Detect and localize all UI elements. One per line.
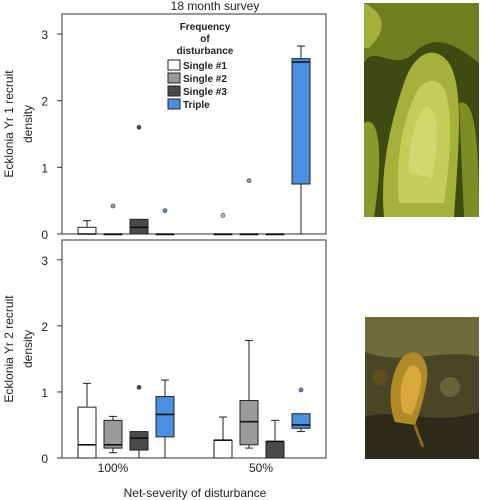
box-body bbox=[77, 226, 97, 235]
y-tick-label: 2 bbox=[41, 320, 48, 334]
box-triple-50pct bbox=[291, 45, 311, 235]
outlier-point bbox=[298, 387, 304, 393]
x-axis-label: Net-severity of disturbance bbox=[124, 486, 267, 500]
box-body bbox=[155, 396, 175, 438]
box-body bbox=[213, 439, 233, 459]
outlier-point bbox=[136, 385, 142, 390]
box-single-3-50pct bbox=[265, 419, 285, 459]
box-body bbox=[291, 413, 311, 429]
box-body bbox=[129, 431, 149, 451]
box-triple-100pct bbox=[155, 208, 175, 236]
y-tick-label: 1 bbox=[41, 386, 48, 400]
legend-label: Single #3 bbox=[183, 87, 227, 98]
y-axis-label-line: Ecklonia Yr 1 recruit bbox=[2, 70, 16, 178]
legend-swatch bbox=[167, 59, 181, 71]
box-single-3-100pct bbox=[129, 125, 149, 235]
outlier-point bbox=[162, 208, 168, 213]
box-single-3-100pct bbox=[129, 385, 149, 459]
box-body bbox=[239, 400, 259, 446]
kelp-frond-photo-image bbox=[364, 3, 479, 217]
y-tick-label: 3 bbox=[41, 254, 48, 268]
kelp-frond-photo bbox=[364, 3, 479, 217]
box-single-2-100pct bbox=[103, 415, 123, 454]
box-triple-100pct bbox=[155, 379, 175, 459]
plot-frame bbox=[61, 13, 327, 235]
legend-label: Single #1 bbox=[183, 61, 227, 72]
y-tick-label: 3 bbox=[41, 28, 48, 42]
chart-title: 18 month survey bbox=[171, 0, 260, 13]
box-triple-50pct bbox=[291, 387, 311, 433]
legend-label: Triple bbox=[183, 100, 210, 111]
y-axis-label-line: Ecklonia Yr 2 recruit bbox=[2, 295, 16, 403]
x-tick-label: 50% bbox=[249, 461, 273, 475]
y-axis-label-line: density bbox=[21, 105, 35, 143]
legend-swatch bbox=[167, 85, 181, 97]
box-body bbox=[77, 406, 97, 459]
box-single-2-100pct bbox=[103, 203, 123, 236]
legend-entry-single-3: Single #3 bbox=[167, 85, 227, 98]
outlier-point bbox=[110, 203, 116, 209]
box-single-1-50pct bbox=[213, 213, 233, 236]
legend-swatch bbox=[167, 72, 181, 84]
legend-entry-single-2: Single #2 bbox=[167, 72, 227, 85]
box-single-1-100pct bbox=[77, 382, 97, 459]
outlier-point bbox=[136, 125, 142, 130]
box-single-2-50pct bbox=[239, 339, 259, 449]
panel-1: 0 1 2 3 Ecklonia Yr 1 recruit density bbox=[2, 13, 327, 242]
legend-title-line: Frequency bbox=[180, 22, 231, 33]
box-single-3-50pct bbox=[265, 233, 285, 236]
y-tick-label: 1 bbox=[41, 161, 48, 175]
y-axis-label-line: density bbox=[21, 330, 35, 368]
x-axis-category-labels: 100% 50% bbox=[98, 461, 274, 475]
box-single-1-50pct bbox=[213, 416, 233, 459]
box-body bbox=[103, 419, 123, 449]
plot-frame bbox=[61, 239, 327, 459]
kelp-recruit-photo-image bbox=[365, 317, 479, 459]
box-body bbox=[265, 440, 285, 459]
legend-swatch bbox=[167, 98, 181, 110]
legend-title-line: of bbox=[200, 34, 210, 45]
box-single-2-50pct bbox=[239, 178, 259, 236]
legend-title-line: disturbance bbox=[177, 46, 234, 57]
box-single-1-100pct bbox=[77, 220, 97, 235]
legend-label: Single #2 bbox=[183, 74, 227, 85]
y-tick-label: 0 bbox=[41, 228, 48, 242]
x-tick-label: 100% bbox=[98, 461, 129, 475]
y-tick-label: 0 bbox=[41, 452, 48, 466]
box-body bbox=[291, 58, 311, 185]
outlier-point bbox=[220, 213, 226, 218]
y-tick-label: 2 bbox=[41, 95, 48, 109]
panel-2: 0 1 2 3 Ecklonia Yr 2 recruit density bbox=[2, 239, 327, 466]
legend-entry-single-1: Single #1 bbox=[167, 59, 227, 72]
kelp-recruit-photo bbox=[365, 317, 479, 459]
legend-entry-triple: Triple bbox=[167, 98, 210, 111]
plot-panels: 0 1 2 3 Ecklonia Yr 1 recruit density 0 1 2 3 Eckl… bbox=[2, 13, 327, 466]
outlier-point bbox=[246, 178, 252, 183]
